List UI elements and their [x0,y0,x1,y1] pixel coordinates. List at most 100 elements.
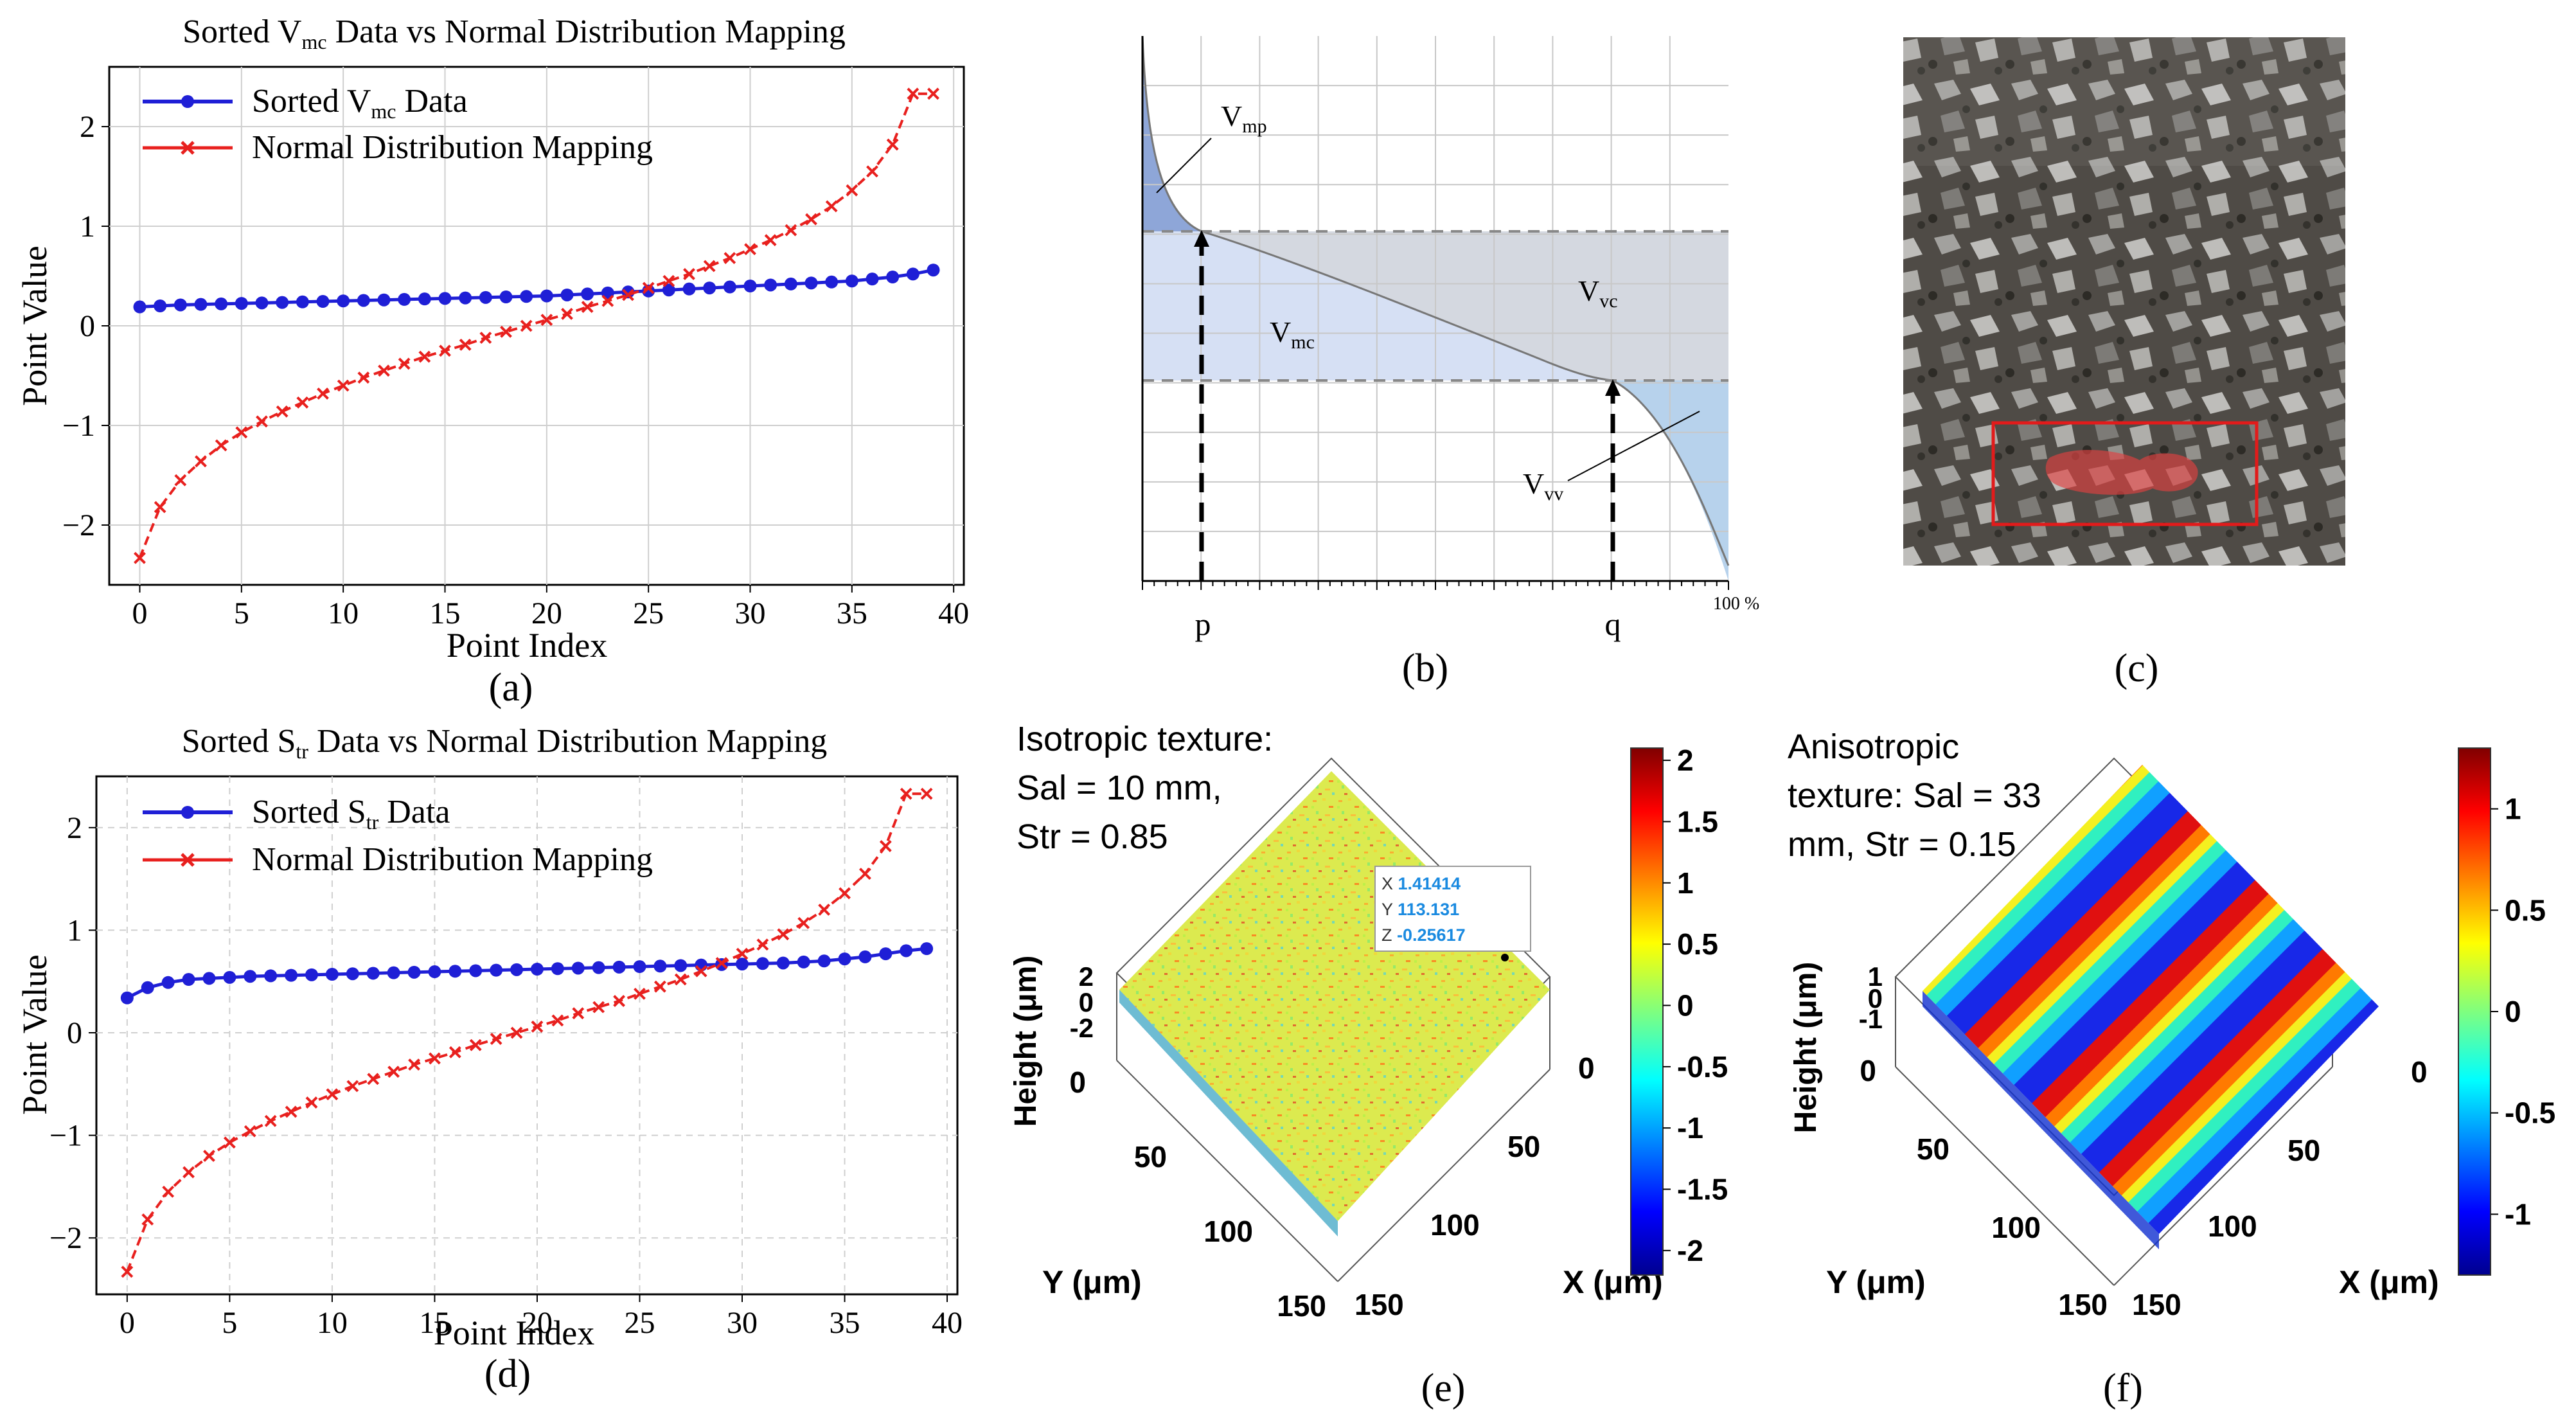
data-point [510,1026,523,1039]
anisotropic-surface [1923,765,2379,1234]
data-point [296,396,309,409]
data-point [244,970,257,983]
x-tick-label: 30 [735,596,766,630]
data-point [398,357,411,370]
data-point [825,275,839,289]
label-vvc: Vvc [1578,274,1618,312]
data-point [601,294,614,307]
data-point [683,267,695,280]
data-point [418,292,431,306]
chart-a-title: Sorted Vmc Data vs Normal Distribution M… [182,13,846,53]
colorbar-tick-label: -1 [2505,1197,2531,1231]
data-point [530,963,544,976]
data-point [682,282,696,296]
panel-d-chart: Sorted Str Data vs Normal Distribution M… [15,723,963,1396]
data-point [439,344,451,357]
data-point [886,271,900,284]
data-point [551,962,564,976]
chart-d-gridlines [96,776,957,1294]
data-point [920,787,933,800]
data-point [633,960,646,974]
data-point [357,371,370,384]
data-point [879,947,893,961]
f-xtick-0: 0 [2411,1055,2428,1089]
data-point [622,289,634,301]
data-point [398,292,411,306]
f-ztick-2: -1 [1859,1004,1883,1034]
data-point [817,954,831,968]
data-point [235,426,248,439]
data-point [520,290,533,303]
x-tick-label: 0 [132,596,148,630]
chart-a-gridlines [109,67,964,585]
data-point [776,956,790,970]
data-point [560,288,574,301]
data-point [653,980,666,993]
data-point [846,184,858,197]
data-point [510,963,524,976]
data-point [264,1114,277,1127]
x-tick-label: 25 [624,1306,655,1340]
data-point [927,263,940,277]
x-tick-label: 40 [932,1306,963,1340]
data-point [285,1105,298,1118]
data-point [469,1039,482,1051]
data-point [387,1066,400,1078]
data-point [797,955,810,968]
panel-d-label: (d) [484,1352,531,1396]
y-tick-label: 0 [80,309,95,343]
x-tick-label: 10 [317,1306,348,1340]
f-ztick-1: 0 [1868,983,1883,1013]
x-tick-label: 5 [222,1306,237,1340]
data-point [337,379,350,392]
data-point [469,964,483,977]
data-point [907,87,919,100]
data-point [223,1136,236,1149]
data-point [784,277,797,290]
data-point [906,267,919,281]
data-point [490,1033,502,1046]
data-point [764,234,777,247]
f-xtick-3: 150 [2132,1288,2181,1321]
data-point [804,276,818,290]
chart-d-series [120,787,934,1278]
x-tick-label: 20 [522,1306,553,1340]
data-point [838,952,851,966]
f-ytick-3: 150 [2058,1288,2108,1321]
axis-label-100: 100 % [1713,594,1759,614]
data-point [736,947,749,960]
panel-c-photo: (c) [1903,37,2345,690]
panel-a-chart: Sorted Vmc Data vs Normal Distribution M… [15,13,969,710]
data-point [264,969,278,983]
f-xtick-2: 100 [2208,1209,2257,1243]
e-ztick-2: -2 [1070,1013,1094,1043]
data-point [134,551,146,564]
data-point [255,296,269,310]
data-point [703,281,716,295]
svg-text:Z -0.25617: Z -0.25617 [1381,925,1466,945]
data-point [900,787,912,800]
e-ztick-1: 0 [1079,987,1094,1017]
x-tick-label: 0 [120,1306,135,1340]
f-colorbar-ticks: 1 0.5 0 -0.5 -1 [2491,792,2555,1231]
data-point [592,1001,605,1013]
e-title-line-3: Str = 0.85 [1017,817,1168,856]
f-xlabel: X (μm) [2339,1264,2439,1300]
f-title-line-1: Anisotropic [1788,727,1959,766]
data-point [695,965,707,977]
data-point [366,967,380,980]
data-point [540,289,553,303]
data-point [499,290,513,304]
x-tick-label: 35 [837,596,867,630]
data-point [561,307,573,320]
data-point [202,972,216,985]
data-point [479,290,492,304]
data-point [141,1213,154,1226]
data-point [120,991,134,1004]
e-ylabel: Y (μm) [1042,1264,1142,1300]
data-point [154,501,166,513]
svg-text:X 1.41414: X 1.41414 [1381,874,1461,893]
data-point [429,1052,441,1065]
data-point [777,928,790,941]
legend-a-series-2: Normal Distribution Mapping [252,129,653,166]
